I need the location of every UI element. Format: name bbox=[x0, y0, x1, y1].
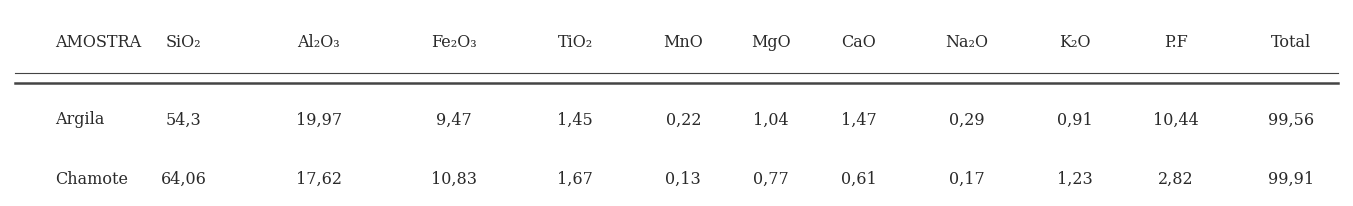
Text: 17,62: 17,62 bbox=[296, 170, 342, 187]
Text: Na₂O: Na₂O bbox=[946, 34, 988, 50]
Text: Chamote: Chamote bbox=[55, 170, 129, 187]
Text: 10,44: 10,44 bbox=[1153, 111, 1199, 128]
Text: Total: Total bbox=[1270, 34, 1311, 50]
Text: 9,47: 9,47 bbox=[436, 111, 472, 128]
Text: AMOSTRA: AMOSTRA bbox=[55, 34, 142, 50]
Text: Argila: Argila bbox=[55, 111, 104, 128]
Text: P.F: P.F bbox=[1164, 34, 1188, 50]
Text: 0,22: 0,22 bbox=[666, 111, 701, 128]
Text: K₂O: K₂O bbox=[1059, 34, 1091, 50]
Text: 2,82: 2,82 bbox=[1158, 170, 1193, 187]
Text: Al₂O₃: Al₂O₃ bbox=[298, 34, 340, 50]
Text: 1,47: 1,47 bbox=[842, 111, 877, 128]
Text: 64,06: 64,06 bbox=[161, 170, 207, 187]
Text: 99,56: 99,56 bbox=[1268, 111, 1314, 128]
Text: 19,97: 19,97 bbox=[295, 111, 342, 128]
Text: 1,67: 1,67 bbox=[557, 170, 593, 187]
Text: 99,91: 99,91 bbox=[1268, 170, 1314, 187]
Text: CaO: CaO bbox=[842, 34, 877, 50]
Text: Fe₂O₃: Fe₂O₃ bbox=[430, 34, 476, 50]
Text: 1,45: 1,45 bbox=[557, 111, 593, 128]
Text: 0,29: 0,29 bbox=[948, 111, 985, 128]
Text: 1,23: 1,23 bbox=[1057, 170, 1093, 187]
Text: 54,3: 54,3 bbox=[166, 111, 202, 128]
Text: 0,91: 0,91 bbox=[1057, 111, 1093, 128]
Text: MgO: MgO bbox=[751, 34, 790, 50]
Text: 10,83: 10,83 bbox=[430, 170, 476, 187]
Text: 0,13: 0,13 bbox=[666, 170, 701, 187]
Text: MnO: MnO bbox=[663, 34, 704, 50]
Text: 0,17: 0,17 bbox=[948, 170, 985, 187]
Text: TiO₂: TiO₂ bbox=[557, 34, 593, 50]
Text: SiO₂: SiO₂ bbox=[166, 34, 202, 50]
Text: 1,04: 1,04 bbox=[754, 111, 789, 128]
Text: 0,77: 0,77 bbox=[754, 170, 789, 187]
Text: 0,61: 0,61 bbox=[842, 170, 877, 187]
